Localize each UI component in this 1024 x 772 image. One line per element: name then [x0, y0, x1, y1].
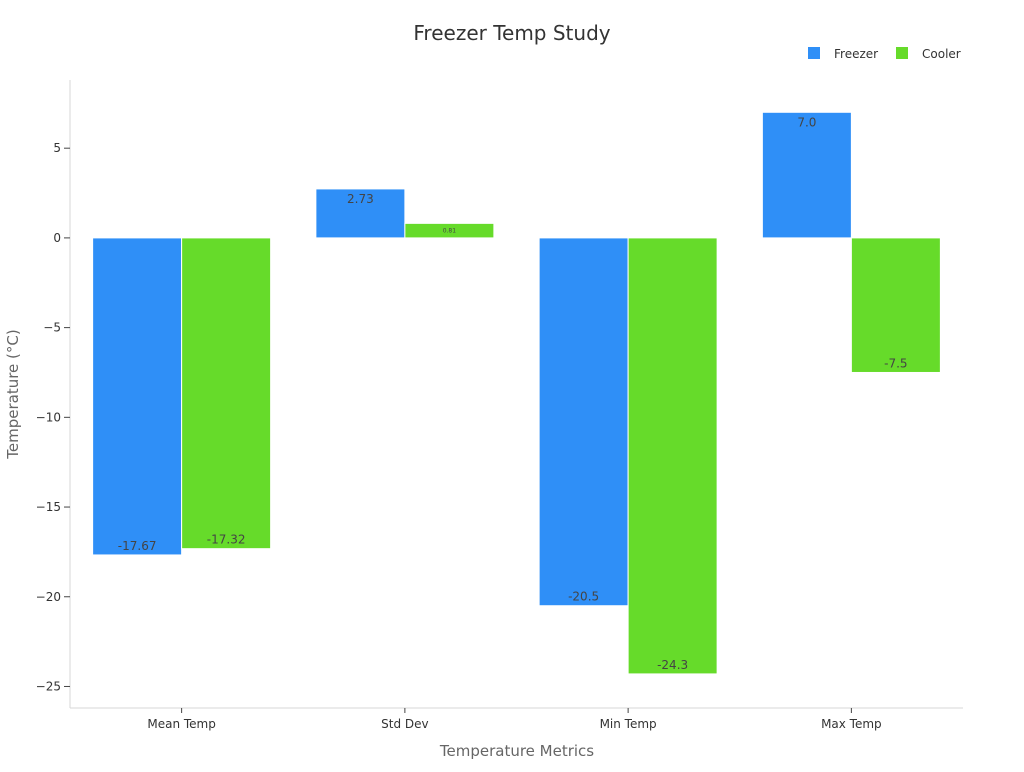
y-tick-label: −20 — [36, 590, 61, 604]
plot-area: -17.67 -17.32 2.73 0.81 -20.5 -24.3 7.0 -7.5 5 0… — [36, 80, 963, 731]
chart-title: Freezer Temp Study — [413, 21, 610, 45]
legend: Freezer Cooler — [808, 47, 961, 61]
legend-swatch-cooler — [896, 47, 908, 59]
data-label: 2.73 — [347, 192, 374, 206]
data-label: -7.5 — [884, 356, 907, 370]
data-label: -24.3 — [657, 658, 688, 672]
y-axis-ticks: 5 0 −5 −10 −15 −20 −25 — [36, 141, 70, 693]
y-tick-label: −15 — [36, 500, 61, 514]
x-tick-label: Min Temp — [600, 717, 657, 731]
data-labels-group: -17.67 -17.32 2.73 0.81 -20.5 -24.3 7.0 -7.5 — [118, 115, 908, 672]
legend-label-freezer: Freezer — [834, 47, 878, 61]
data-label: 0.81 — [443, 228, 457, 235]
y-tick-label: 0 — [53, 231, 61, 245]
bar-freezer-min-temp — [538, 237, 629, 607]
x-tick-label: Std Dev — [381, 717, 428, 731]
data-label: -17.32 — [207, 533, 246, 547]
data-label: -20.5 — [568, 590, 599, 604]
bar-freezer-mean-temp — [92, 237, 183, 556]
x-tick-label: Mean Temp — [147, 717, 216, 731]
bar-cooler-min-temp — [627, 237, 718, 675]
x-axis-title: Temperature Metrics — [439, 742, 594, 760]
y-axis-title: Temperature (°C) — [4, 329, 22, 459]
y-tick-label: −25 — [36, 679, 61, 693]
legend-label-cooler: Cooler — [922, 47, 961, 61]
y-tick-label: −5 — [43, 321, 61, 335]
bar-freezer-max-temp — [761, 111, 852, 239]
x-axis-ticks: Mean Temp Std Dev Min Temp Max Temp — [147, 708, 882, 731]
legend-swatch-freezer — [808, 47, 820, 59]
bars-group — [92, 111, 941, 675]
bar-cooler-mean-temp — [181, 237, 272, 550]
data-label: -17.67 — [118, 539, 157, 553]
x-tick-label: Max Temp — [821, 717, 882, 731]
bar-freezer-std-dev — [315, 188, 406, 239]
y-tick-label: 5 — [53, 141, 61, 155]
bar-cooler-std-dev — [404, 222, 495, 239]
bar-cooler-max-temp — [850, 237, 941, 373]
y-tick-label: −10 — [36, 410, 61, 424]
data-label: 7.0 — [797, 115, 816, 129]
